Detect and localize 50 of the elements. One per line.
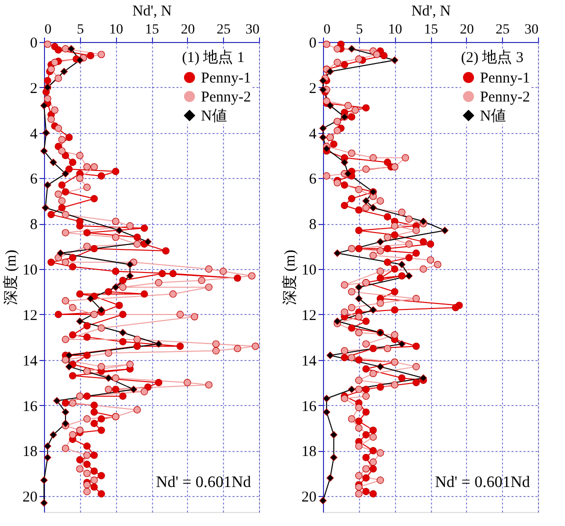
- x-tick-label: 25: [496, 22, 510, 38]
- x-tick-label: 30: [524, 22, 538, 38]
- x-tick-label: 15: [145, 22, 159, 38]
- y-tick-label: 4: [30, 126, 38, 142]
- x-tick-label: 5: [76, 22, 84, 38]
- y-tick-label: 6: [309, 172, 317, 188]
- x-axis-title: Nd', N: [132, 4, 172, 20]
- y-tick-label: 10: [302, 262, 316, 279]
- y-tick-label: 8: [309, 217, 316, 234]
- x-tick-label: 0: [44, 22, 52, 38]
- y-tick-label: 20: [302, 490, 316, 506]
- x-axis-title: Nd', N: [411, 4, 451, 20]
- legend-label: Penny-1: [480, 70, 530, 86]
- y-axis-title: 深度 (m): [2, 250, 20, 306]
- y-tick-label: 4: [309, 126, 317, 142]
- legend-title: (2) 地点 3: [461, 49, 524, 66]
- x-tick-label: 10: [109, 22, 124, 38]
- x-tick-label: 20: [460, 22, 474, 38]
- x-tick-label: 0: [324, 22, 330, 38]
- y-axis-title: 深度 (m): [282, 250, 298, 306]
- y-tick-label: 8: [30, 217, 38, 234]
- x-tick-label: 5: [356, 22, 363, 38]
- annotation: Nd' = 0.601Nd: [434, 474, 530, 491]
- y-tick-label: 16: [302, 398, 317, 415]
- legend-label: N値: [201, 108, 227, 124]
- x-tick-label: 30: [246, 22, 260, 38]
- x-tick-label: 15: [424, 22, 438, 38]
- x-tick-label: 20: [180, 22, 195, 38]
- y-tick-label: 18: [22, 444, 38, 460]
- legend-label: Penny-2: [480, 90, 530, 106]
- y-tick-label: 6: [30, 172, 38, 188]
- y-tick-label: 12: [22, 308, 38, 324]
- y-tick-label: 20: [22, 490, 38, 506]
- y-tick-label: 14: [22, 353, 38, 370]
- legend-title: (1) 地点 1: [182, 49, 244, 66]
- y-tick-label: 14: [302, 353, 317, 370]
- legend-label: N値: [480, 108, 506, 124]
- y-tick-label: 0: [30, 36, 38, 52]
- legend-label: Penny-1: [201, 70, 251, 86]
- legend-label: Penny-2: [201, 90, 251, 106]
- x-tick-label: 25: [216, 22, 231, 38]
- y-tick-label: 10: [22, 262, 38, 279]
- annotation: Nd' = 0.601Nd: [156, 474, 251, 491]
- y-tick-label: 2: [309, 80, 316, 97]
- y-tick-label: 0: [309, 36, 316, 52]
- y-tick-label: 2: [30, 80, 38, 97]
- y-tick-label: 12: [302, 308, 316, 324]
- y-tick-label: 16: [22, 398, 38, 415]
- y-tick-label: 18: [302, 444, 316, 460]
- x-tick-label: 10: [388, 22, 402, 38]
